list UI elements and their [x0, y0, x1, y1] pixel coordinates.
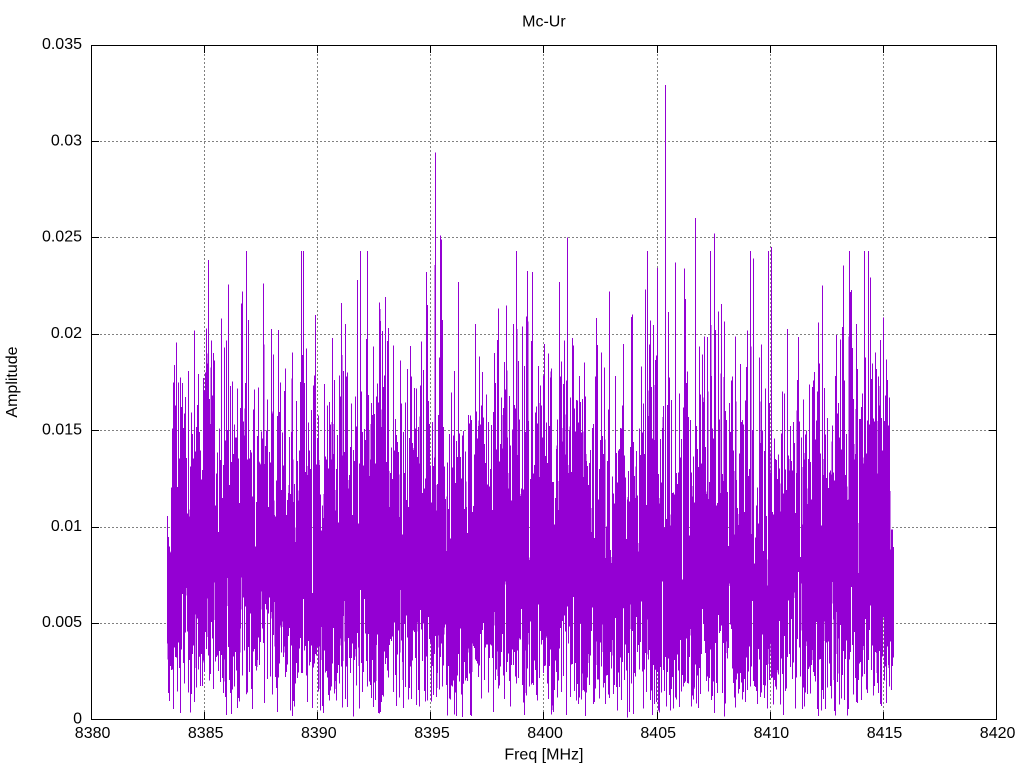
svg-text:8380: 8380 — [75, 725, 111, 742]
svg-text:8405: 8405 — [640, 725, 676, 742]
svg-text:Freq [MHz]: Freq [MHz] — [504, 747, 583, 764]
svg-text:0.01: 0.01 — [51, 518, 82, 535]
svg-text:0.03: 0.03 — [51, 132, 82, 149]
svg-text:8385: 8385 — [188, 725, 224, 742]
svg-text:0: 0 — [73, 711, 82, 728]
svg-text:0.025: 0.025 — [42, 229, 82, 246]
svg-text:0.02: 0.02 — [51, 325, 82, 342]
svg-text:8400: 8400 — [527, 725, 563, 742]
svg-text:8410: 8410 — [754, 725, 790, 742]
svg-text:0.035: 0.035 — [42, 36, 82, 53]
svg-text:0.005: 0.005 — [42, 614, 82, 631]
svg-text:8390: 8390 — [301, 725, 337, 742]
svg-text:Amplitude: Amplitude — [4, 346, 21, 417]
svg-text:Mc-Ur: Mc-Ur — [522, 14, 566, 31]
svg-text:8415: 8415 — [867, 725, 903, 742]
svg-text:0.015: 0.015 — [42, 422, 82, 439]
svg-text:8420: 8420 — [980, 725, 1016, 742]
svg-text:8395: 8395 — [414, 725, 450, 742]
